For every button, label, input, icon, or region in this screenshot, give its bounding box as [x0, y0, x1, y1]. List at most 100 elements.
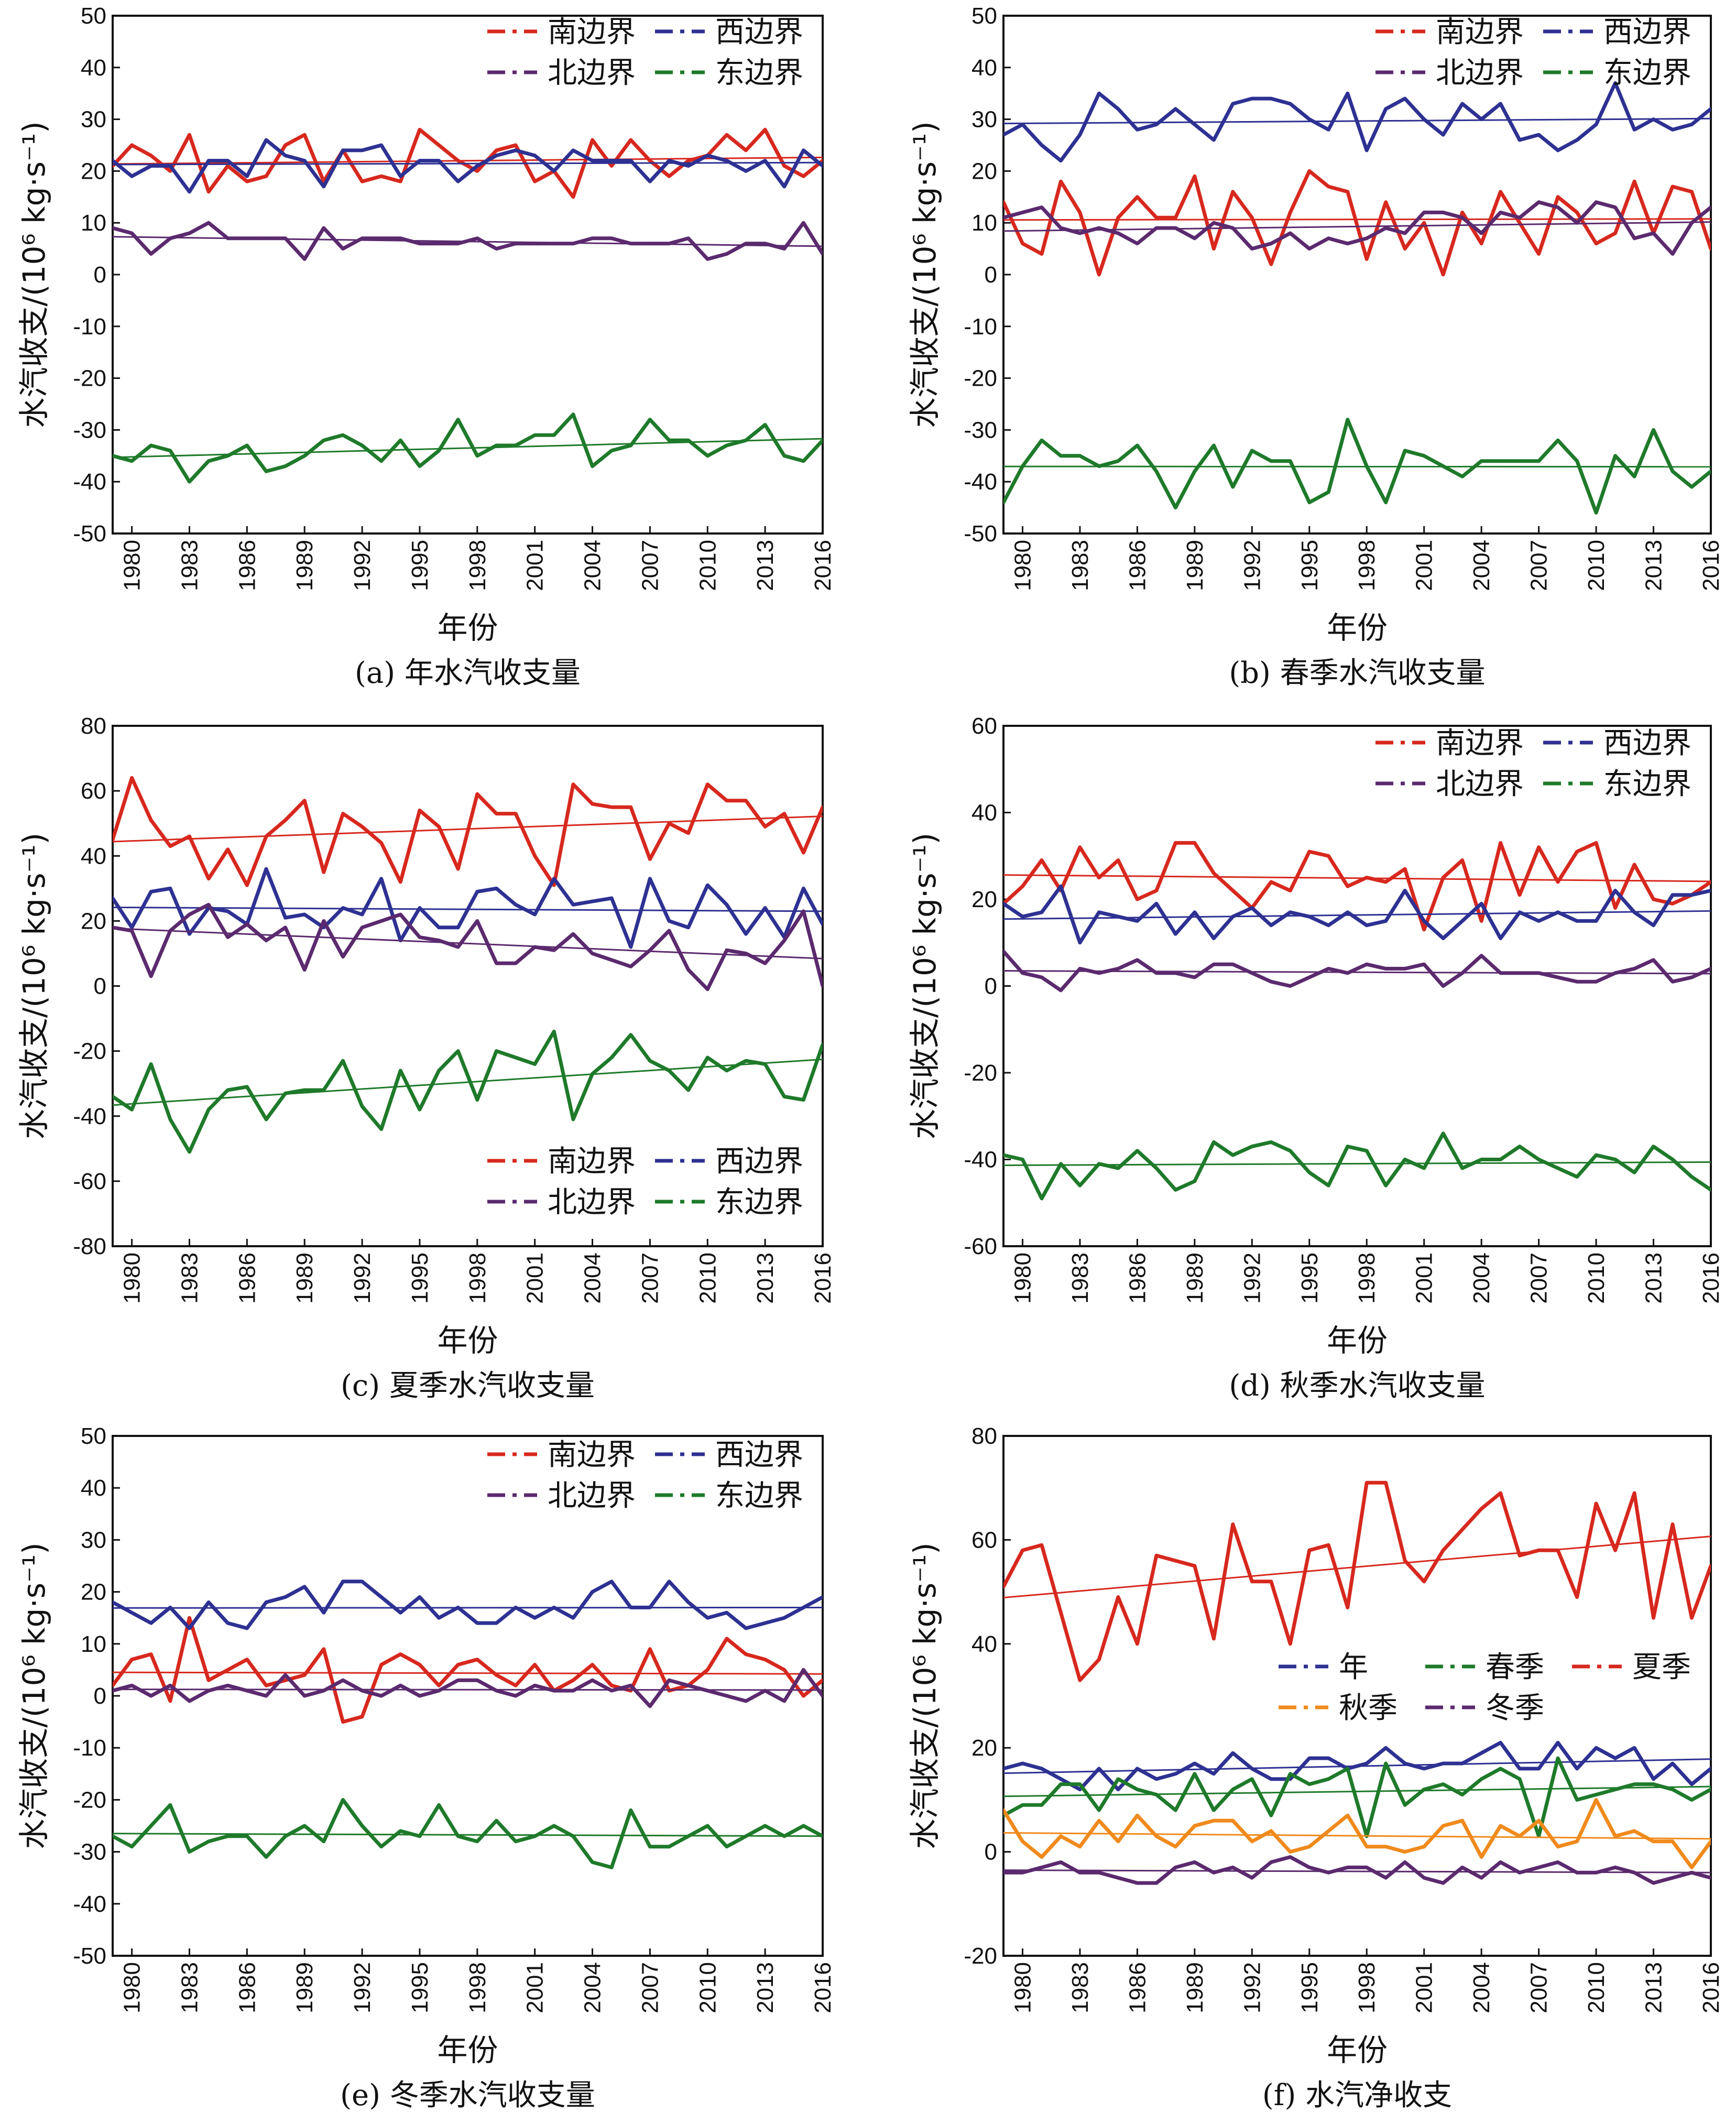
data-point-south	[1671, 185, 1674, 188]
x-tick-label: 2007	[637, 1252, 663, 1304]
data-point-south	[1308, 850, 1311, 853]
data-point-south	[821, 805, 823, 809]
data-point-south	[763, 825, 767, 828]
data-point-autumn	[1040, 1856, 1043, 1859]
data-point-north	[552, 949, 555, 952]
legend-entry-east: 东边界	[715, 56, 803, 90]
data-point-west	[1097, 911, 1100, 914]
x-tick-label: 2007	[637, 540, 663, 591]
data-point-east	[1709, 1188, 1711, 1191]
data-point-west	[687, 1600, 690, 1604]
data-point-summer	[1308, 1549, 1311, 1552]
data-point-west	[1595, 123, 1598, 126]
x-axis-label: 年份	[1327, 1323, 1388, 1358]
data-point-south	[1423, 221, 1426, 224]
x-tick-label: 2010	[1584, 1962, 1609, 2013]
data-point-south	[1327, 854, 1330, 857]
data-point-east	[1078, 454, 1082, 458]
data-point-summer	[1633, 1491, 1636, 1495]
data-point-north	[725, 1694, 728, 1697]
legend-entry-north: 北边界	[548, 1185, 636, 1219]
data-point-summer	[1709, 1564, 1711, 1567]
data-point-south	[495, 149, 498, 152]
data-point-summer	[1212, 1637, 1215, 1640]
y-tick-label: -10	[73, 314, 106, 340]
data-point-west	[1384, 107, 1388, 111]
data-point-annual	[1021, 1762, 1024, 1765]
data-point-north	[265, 939, 268, 942]
data-point-autumn	[1423, 1845, 1426, 1848]
data-point-south	[725, 799, 728, 802]
data-point-autumn	[1709, 1840, 1711, 1843]
data-point-east	[1690, 1175, 1694, 1179]
x-tick-label: 1995	[1297, 1962, 1323, 2013]
data-point-east	[1442, 1132, 1445, 1135]
data-point-north	[341, 1679, 344, 1682]
data-point-north	[745, 952, 748, 955]
series-line-south	[1003, 169, 1711, 277]
data-point-west	[1690, 894, 1694, 897]
data-point-north	[418, 935, 421, 939]
data-point-south	[1384, 201, 1388, 204]
data-point-east	[763, 423, 767, 427]
data-point-east	[648, 418, 651, 421]
data-point-south	[552, 884, 555, 887]
data-point-north	[322, 919, 325, 922]
data-point-north	[476, 237, 479, 240]
data-point-south	[1652, 898, 1655, 901]
trend-line-north	[113, 236, 823, 247]
data-point-east	[1423, 1167, 1426, 1170]
data-point-east	[1671, 470, 1674, 473]
data-point-summer	[1480, 1507, 1483, 1510]
data-point-summer	[1671, 1523, 1674, 1526]
x-tick-label: 1998	[465, 540, 490, 591]
data-point-south	[783, 812, 786, 815]
x-tick-label: 2013	[1641, 1252, 1667, 1304]
data-point-east	[1250, 1145, 1253, 1148]
x-tick-label: 1980	[119, 540, 145, 591]
data-point-north	[629, 965, 632, 968]
data-point-west	[572, 1616, 575, 1619]
x-tick-label: 1983	[177, 540, 202, 591]
y-tick-label: 20	[81, 908, 106, 934]
chart-panel-c: 80 60 40 20 0 -20 -40 -60 -80 1980 1983 1986 1989 199…	[16, 713, 836, 1403]
data-point-north	[1270, 980, 1273, 983]
data-point-west	[706, 1616, 709, 1619]
data-point-spring	[1270, 1814, 1273, 1817]
data-point-east	[188, 480, 191, 483]
x-tick-label: 2001	[522, 540, 548, 591]
data-point-east	[1308, 501, 1311, 504]
y-tick-label: 60	[81, 778, 106, 804]
x-tick-label: 2004	[580, 540, 606, 591]
data-point-north	[226, 935, 230, 939]
data-point-west	[1403, 97, 1406, 100]
data-point-north	[361, 237, 364, 240]
data-point-east	[629, 1033, 632, 1037]
data-point-east	[1078, 1184, 1082, 1187]
data-point-north	[763, 242, 767, 245]
y-tick-label: -30	[964, 417, 997, 443]
data-point-annual	[1595, 1746, 1598, 1749]
data-point-autumn	[1021, 1840, 1024, 1843]
data-point-north	[1117, 967, 1120, 970]
data-point-autumn	[1003, 1809, 1005, 1812]
data-point-south	[1270, 263, 1273, 266]
data-point-east	[245, 1835, 248, 1838]
data-point-north	[438, 242, 441, 245]
data-point-south	[533, 1663, 537, 1666]
data-point-east	[399, 1069, 402, 1072]
x-tick-label: 1980	[1010, 540, 1035, 591]
data-point-east	[725, 1069, 728, 1072]
data-point-west	[1537, 133, 1541, 136]
data-point-east	[552, 433, 555, 437]
data-point-south	[1174, 216, 1177, 219]
data-point-annual	[1614, 1757, 1617, 1760]
series-line-south	[113, 776, 823, 887]
data-point-west	[113, 159, 114, 162]
trend-line-south	[113, 1671, 823, 1675]
data-point-west	[591, 159, 594, 162]
data-point-east	[130, 460, 134, 463]
